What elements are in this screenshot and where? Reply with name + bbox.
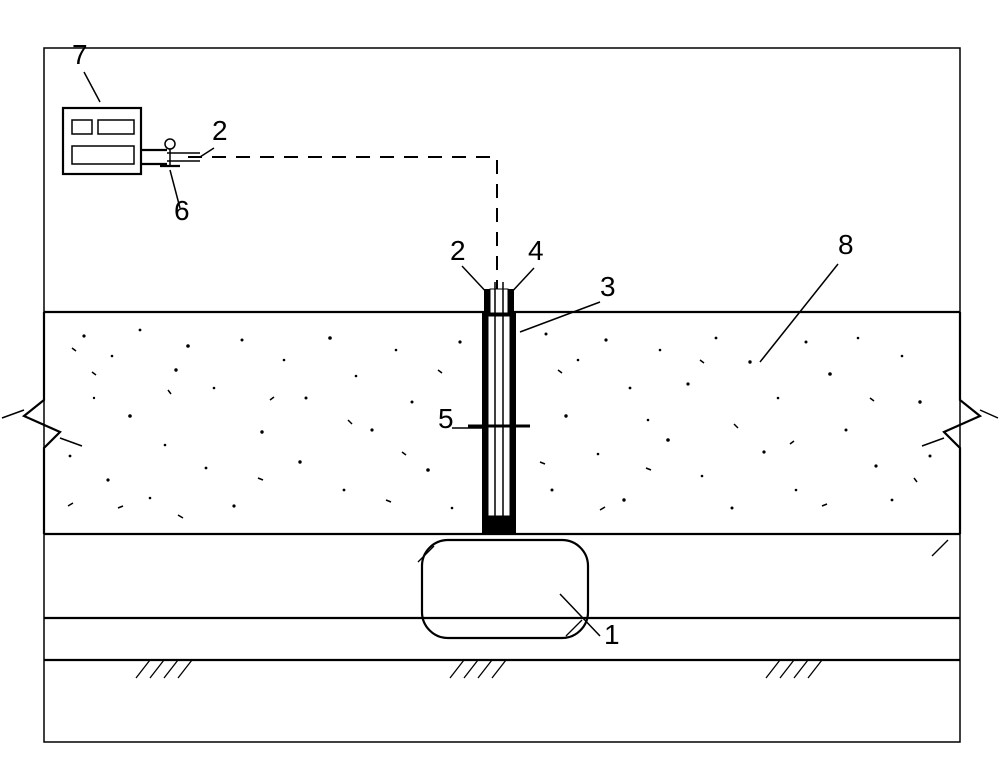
labels: 7 2 6 2 4 3 8 5 1 xyxy=(72,39,854,650)
center-assembly xyxy=(468,282,530,534)
label-7: 7 xyxy=(72,39,88,70)
label-6: 6 xyxy=(174,195,190,226)
label-3: 3 xyxy=(600,271,616,302)
channel xyxy=(422,540,588,638)
section-diagram: 7 2 6 2 4 3 8 5 1 xyxy=(0,0,1000,764)
ground-lines xyxy=(44,540,960,678)
control-box xyxy=(63,108,180,174)
label-5: 5 xyxy=(438,403,454,434)
label-4: 4 xyxy=(528,235,544,266)
label-8: 8 xyxy=(838,229,854,260)
label-1: 1 xyxy=(604,619,620,650)
label-2b: 2 xyxy=(450,235,466,266)
label-2a: 2 xyxy=(212,115,228,146)
dashed-pipe xyxy=(188,157,497,289)
